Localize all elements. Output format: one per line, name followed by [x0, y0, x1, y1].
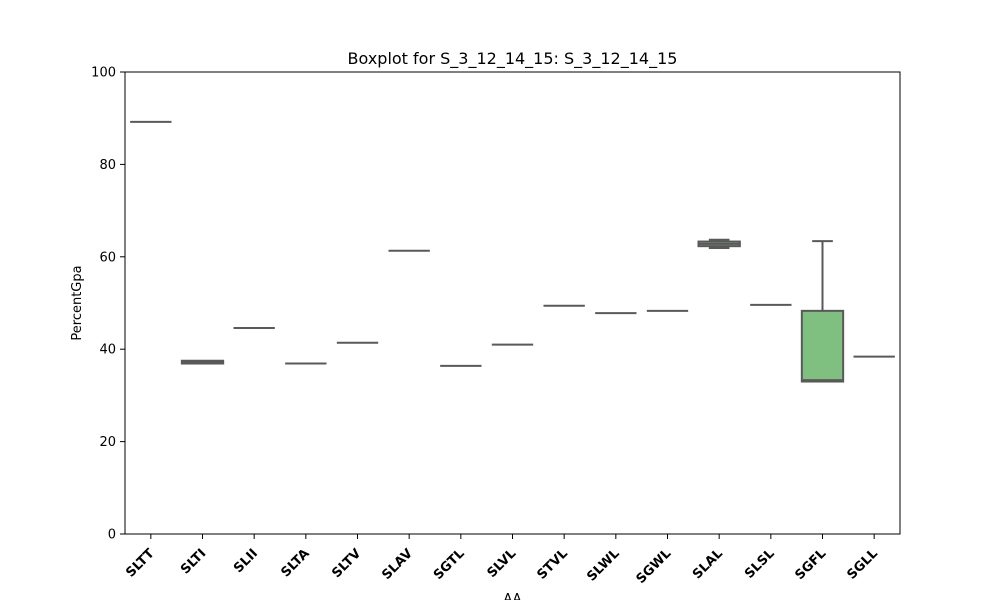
x-tick-label: SLVL [485, 546, 520, 581]
y-axis-title: PercentGpa [70, 265, 85, 340]
y-tick-label: 60 [99, 250, 116, 265]
x-tick-label: SGLL [845, 546, 881, 582]
y-tick-label: 100 [91, 66, 116, 81]
y-tick-label: 0 [108, 528, 116, 543]
plot-area [130, 120, 895, 383]
x-tick-label: STVL [535, 546, 571, 582]
box-slti [180, 359, 225, 365]
x-tick-label: SGTL [431, 546, 468, 583]
chart-title: Boxplot for S_3_12_14_15: S_3_12_14_15 [348, 49, 678, 69]
plot-frame [124, 71, 901, 535]
box-sgfl [800, 240, 845, 383]
x-tick-label: SLTV [329, 546, 364, 581]
box-slal [697, 238, 741, 250]
x-tick-label: SGFL [792, 546, 829, 583]
y-tick-label: 40 [99, 343, 116, 358]
y-axis: 0 20 40 60 80 100 [91, 66, 125, 543]
x-axis-title: AA [503, 592, 521, 600]
x-tick-label: SLAL [690, 546, 726, 582]
y-tick-label: 80 [99, 158, 116, 173]
x-tick-label: SLTI [178, 546, 209, 577]
box-body [800, 309, 845, 383]
x-axis: SLTT SLTI SLII SLTA SLTV SLAV SGTL SLVL STVL SLWL… [123, 534, 881, 587]
x-tick-label: SLWL [584, 546, 622, 584]
x-tick-label: SLII [231, 546, 261, 576]
x-tick-label: SLSL [742, 546, 778, 582]
x-tick-label: SLTA [278, 546, 312, 580]
x-tick-label: SLTT [123, 546, 157, 580]
y-tick-label: 20 [99, 435, 116, 450]
x-tick-label: SGWL [634, 546, 675, 587]
x-tick-label: SLAV [379, 546, 416, 583]
